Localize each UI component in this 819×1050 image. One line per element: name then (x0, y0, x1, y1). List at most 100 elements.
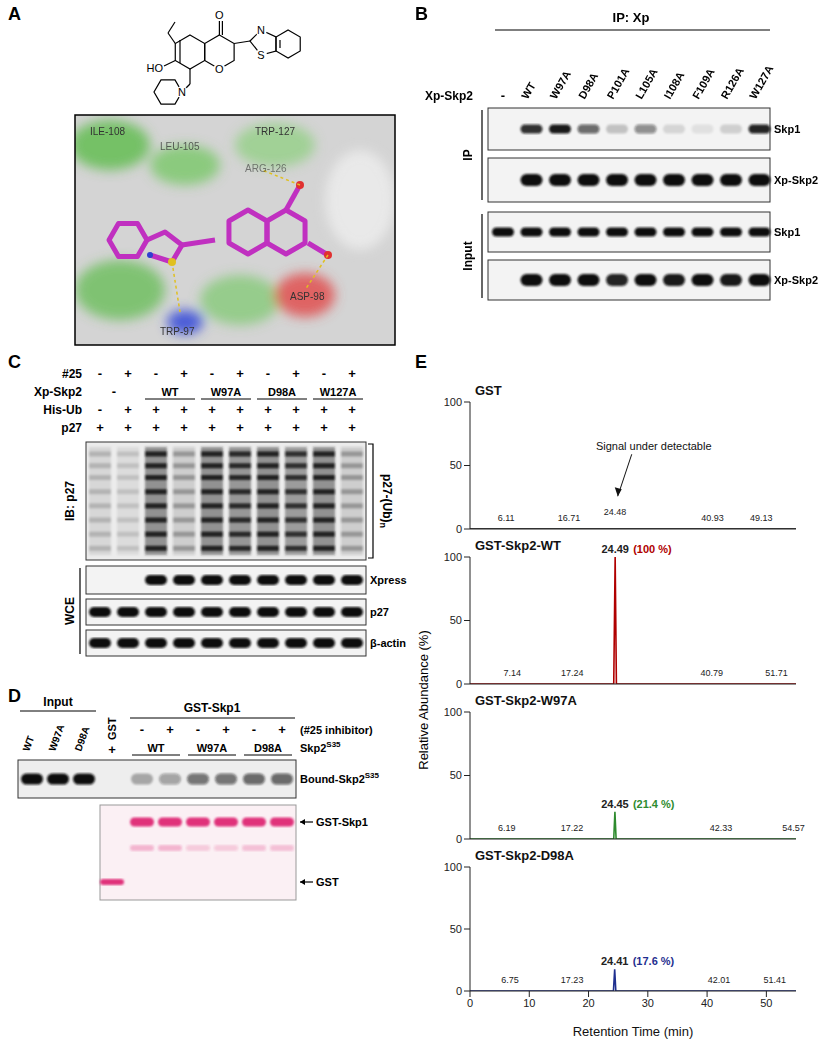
svg-text:I108A: I108A (661, 70, 686, 101)
svg-text:-: - (98, 366, 102, 381)
svg-text:D98A: D98A (268, 386, 296, 398)
svg-text:6.11: 6.11 (498, 513, 515, 523)
svg-text:ILE-108: ILE-108 (90, 126, 125, 137)
svg-text:6.75: 6.75 (501, 975, 519, 985)
svg-text:51.41: 51.41 (763, 975, 786, 985)
svg-text:GST-Skp1: GST-Skp1 (316, 816, 368, 828)
svg-text:Skp2S35: Skp2S35 (300, 740, 341, 754)
svg-text:IP: IP (461, 149, 475, 160)
svg-text:Signal under detectable: Signal under detectable (596, 440, 712, 452)
svg-text:+: + (152, 402, 160, 417)
svg-text:7.14: 7.14 (504, 668, 522, 678)
svg-text:+: + (96, 420, 104, 435)
svg-text:HO: HO (147, 62, 164, 74)
svg-text:GST: GST (106, 717, 118, 740)
svg-text:-: - (501, 88, 505, 103)
svg-text:Retention Time (min): Retention Time (min) (573, 1024, 694, 1039)
svg-text:Input: Input (461, 241, 475, 270)
svg-text:100: 100 (444, 551, 462, 563)
svg-text:-: - (210, 366, 214, 381)
svg-text:54.57: 54.57 (782, 823, 805, 833)
svg-text:N: N (257, 24, 265, 36)
svg-text:D98A: D98A (254, 742, 282, 754)
svg-text:Input: Input (43, 695, 72, 709)
svg-text:Xp-Skp2: Xp-Skp2 (425, 89, 473, 103)
svg-text:51.71: 51.71 (765, 668, 788, 678)
svg-text:40.93: 40.93 (701, 513, 724, 523)
svg-text:WCE: WCE (63, 597, 77, 625)
svg-text:+: + (208, 402, 216, 417)
svg-text:50: 50 (450, 769, 462, 781)
svg-text:Bound-Skp2S35: Bound-Skp2S35 (300, 771, 380, 785)
svg-text:10: 10 (523, 997, 535, 1009)
svg-text:24.48: 24.48 (604, 507, 627, 517)
svg-text:Xpress: Xpress (370, 574, 407, 586)
svg-text:W97A: W97A (211, 386, 242, 398)
svg-text:Relative Abundance (%): Relative Abundance (%) (416, 630, 431, 769)
svg-text:+: + (124, 420, 132, 435)
svg-text:IB: p27: IB: p27 (63, 481, 77, 521)
svg-text:50: 50 (450, 923, 462, 935)
svg-text:6.19: 6.19 (498, 823, 516, 833)
svg-text:0: 0 (456, 523, 462, 535)
svg-text:50: 50 (760, 997, 772, 1009)
svg-text:24.49: 24.49 (601, 543, 629, 555)
svg-text:P101A: P101A (604, 66, 631, 101)
svg-text:+: + (292, 402, 300, 417)
svg-text:L105A: L105A (633, 66, 660, 101)
svg-text:WT: WT (21, 734, 37, 752)
svg-text:17.22: 17.22 (561, 823, 584, 833)
svg-text:Skp1: Skp1 (774, 123, 800, 135)
svg-text:40.79: 40.79 (701, 668, 724, 678)
svg-text:-: - (154, 366, 158, 381)
svg-text:100: 100 (444, 706, 462, 718)
svg-text:ARG-126: ARG-126 (245, 163, 287, 174)
svg-text:+: + (166, 722, 174, 737)
svg-text:Skp1: Skp1 (774, 226, 800, 238)
svg-text:42.01: 42.01 (708, 975, 731, 985)
svg-text:+: + (180, 366, 188, 381)
svg-text:0: 0 (456, 833, 462, 845)
svg-text:(21.4 %): (21.4 %) (633, 798, 675, 810)
svg-text:+: + (124, 402, 132, 417)
svg-text:+: + (152, 420, 160, 435)
svg-text:-: - (266, 366, 270, 381)
svg-text:+: + (348, 420, 356, 435)
svg-text:TRP-97: TRP-97 (160, 326, 195, 337)
svg-text:+: + (124, 366, 132, 381)
svg-text:40: 40 (701, 997, 713, 1009)
svg-text:ASP-98: ASP-98 (290, 291, 325, 302)
svg-text:W97A: W97A (197, 742, 228, 754)
svg-text:D98A: D98A (576, 71, 600, 101)
svg-text:LEU-105: LEU-105 (160, 141, 200, 152)
svg-text:+: + (348, 366, 356, 381)
svg-text:IP: Xp: IP: Xp (613, 10, 650, 25)
svg-text:Xp-Skp2: Xp-Skp2 (34, 385, 82, 399)
svg-text:#25: #25 (62, 367, 82, 381)
svg-text:50: 50 (450, 459, 462, 471)
svg-text:30: 30 (642, 997, 654, 1009)
svg-text:A: A (8, 4, 21, 24)
svg-text:+: + (278, 722, 286, 737)
svg-text:+: + (236, 420, 244, 435)
svg-text:C: C (8, 352, 21, 372)
svg-text:+: + (180, 420, 188, 435)
svg-text:+: + (348, 402, 356, 417)
svg-text:16.71: 16.71 (558, 513, 581, 523)
svg-text:0: 0 (456, 678, 462, 690)
svg-text:100: 100 (444, 396, 462, 408)
svg-text:+: + (320, 402, 328, 417)
svg-text:β-actin: β-actin (370, 637, 406, 649)
svg-text:+: + (264, 402, 272, 417)
svg-text:-: - (140, 722, 144, 737)
svg-text:R126A: R126A (718, 65, 746, 101)
svg-text:42.33: 42.33 (710, 823, 733, 833)
svg-text:E: E (415, 352, 427, 372)
svg-text:+: + (264, 420, 272, 435)
svg-text:His-Ub: His-Ub (43, 403, 82, 417)
svg-text:WT: WT (161, 386, 178, 398)
svg-text:D98A: D98A (73, 725, 92, 753)
svg-text:17.23: 17.23 (561, 975, 584, 985)
svg-text:0: 0 (467, 997, 473, 1009)
svg-text:GST: GST (316, 876, 339, 888)
